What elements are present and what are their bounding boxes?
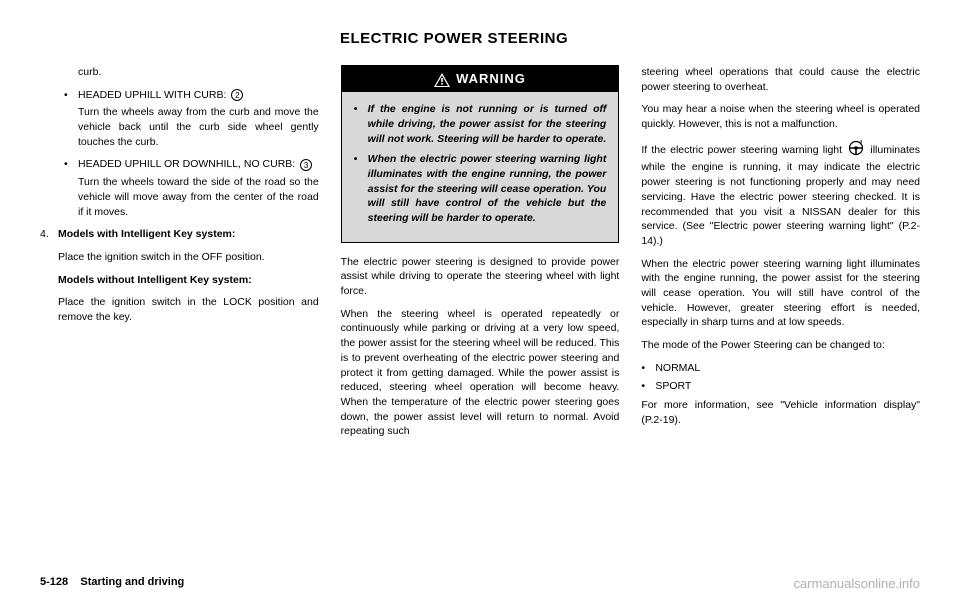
models-with-key: Models with Intelligent Key system:	[58, 227, 319, 242]
page-number: 5-128	[40, 576, 68, 588]
warning-title: WARNING	[456, 71, 526, 86]
bullet-marker: •	[641, 379, 655, 394]
warning-bullet: • If the engine is not running or is tur…	[354, 102, 607, 146]
bullet-text: Turn the wheels toward the side of the r…	[78, 175, 319, 219]
bullet-marker: •	[64, 157, 78, 172]
watermark: carmanualsonline.info	[794, 576, 920, 591]
warning-box: WARNING • If the engine is not running o…	[341, 65, 620, 243]
column-3: steering wheel operations that could cau…	[641, 65, 920, 568]
bullet-marker: •	[64, 88, 78, 103]
svg-text:!: !	[860, 140, 862, 147]
body-paragraph: The electric power steering is designed …	[341, 255, 620, 299]
mode-label: SPORT	[655, 379, 691, 394]
mode-bullet: • NORMAL	[641, 361, 920, 376]
mode-bullet: • SPORT	[641, 379, 920, 394]
section-header: ELECTRIC POWER STEERING	[340, 30, 920, 47]
para-text-a: If the electric power steering warning l…	[641, 144, 842, 156]
step-text: Place the ignition switch in the LOCK po…	[58, 295, 319, 324]
bullet-no-curb: • HEADED UPHILL OR DOWNHILL, NO CURB: 3	[64, 157, 319, 172]
warning-header: WARNING	[342, 66, 619, 92]
section-name: Starting and driving	[80, 576, 184, 588]
content-columns: curb. • HEADED UPHILL WITH CURB: 2 Turn …	[40, 65, 920, 568]
step-4: 4. Models with Intelligent Key system: P…	[40, 227, 319, 332]
bullet-label: HEADED UPHILL WITH CURB:	[78, 89, 226, 101]
bullet-marker: •	[354, 152, 368, 225]
bullet-marker: •	[641, 361, 655, 376]
warning-text: If the engine is not running or is turne…	[368, 102, 607, 146]
body-paragraph: steering wheel operations that could cau…	[641, 65, 920, 94]
body-paragraph: You may hear a noise when the steering w…	[641, 102, 920, 131]
footer-left: 5-128 Starting and driving	[40, 576, 184, 591]
curb-continuation: curb.	[78, 65, 319, 80]
body-paragraph: When the steering wheel is operated repe…	[341, 307, 620, 439]
mode-label: NORMAL	[655, 361, 700, 376]
para-text-b: illuminates while the engine is running,…	[641, 144, 920, 247]
bullet-label: HEADED UPHILL OR DOWNHILL, NO CURB:	[78, 158, 295, 170]
step-number: 4.	[40, 227, 58, 332]
column-1: curb. • HEADED UPHILL WITH CURB: 2 Turn …	[40, 65, 319, 568]
bullet-text: Turn the wheels away from the curb and m…	[78, 105, 319, 149]
page-footer: 5-128 Starting and driving carmanualsonl…	[40, 576, 920, 591]
reference-circle-icon: 2	[231, 89, 243, 101]
body-paragraph: When the electric power steering warning…	[641, 257, 920, 330]
step-text: Place the ignition switch in the OFF pos…	[58, 250, 319, 265]
models-without-key: Models without Intelligent Key system:	[58, 273, 319, 288]
manual-page: ELECTRIC POWER STEERING curb. • HEADED U…	[0, 0, 960, 611]
column-2: WARNING • If the engine is not running o…	[341, 65, 620, 568]
bullet-marker: •	[354, 102, 368, 146]
reference-circle-icon: 3	[300, 159, 312, 171]
body-paragraph: The mode of the Power Steering can be ch…	[641, 338, 920, 353]
body-paragraph-with-icon: If the electric power steering warning l…	[641, 140, 920, 249]
warning-triangle-icon	[434, 73, 450, 87]
bullet-uphill-curb: • HEADED UPHILL WITH CURB: 2	[64, 88, 319, 103]
warning-text: When the electric power steering warning…	[368, 152, 607, 225]
warning-bullet: • When the electric power steering warni…	[354, 152, 607, 225]
warning-body: • If the engine is not running or is tur…	[342, 92, 619, 242]
steering-warning-icon: !	[848, 140, 864, 161]
body-paragraph: For more information, see "Vehicle infor…	[641, 398, 920, 427]
